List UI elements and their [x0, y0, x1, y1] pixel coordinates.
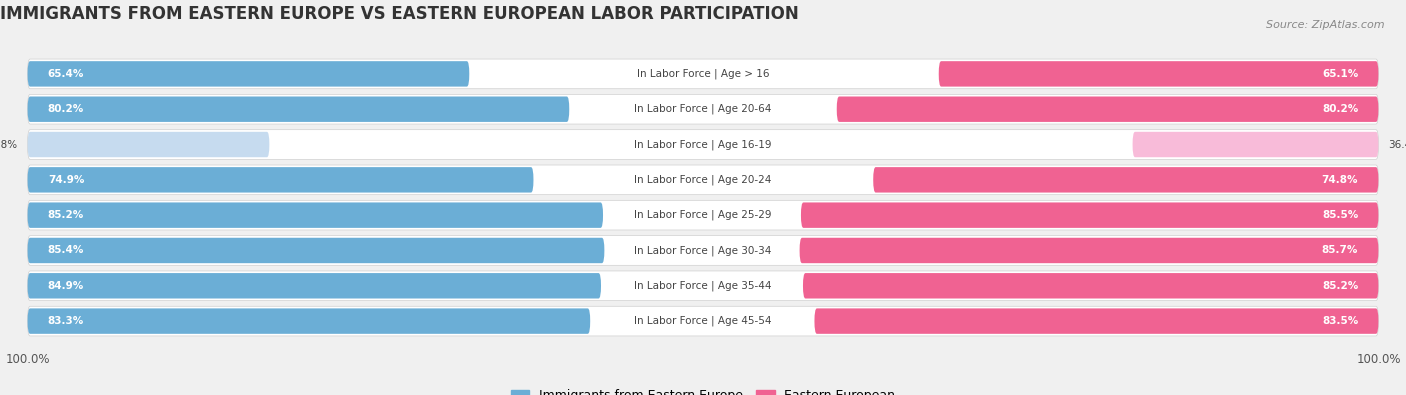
- FancyBboxPatch shape: [28, 165, 1378, 195]
- Text: 80.2%: 80.2%: [1322, 104, 1358, 114]
- FancyBboxPatch shape: [28, 200, 1378, 230]
- FancyBboxPatch shape: [28, 238, 605, 263]
- Text: 83.3%: 83.3%: [48, 316, 84, 326]
- Text: 85.4%: 85.4%: [48, 245, 84, 256]
- Text: In Labor Force | Age 16-19: In Labor Force | Age 16-19: [634, 139, 772, 150]
- Text: 80.2%: 80.2%: [48, 104, 84, 114]
- FancyBboxPatch shape: [28, 203, 603, 228]
- FancyBboxPatch shape: [28, 308, 591, 334]
- Text: In Labor Force | Age 45-54: In Labor Force | Age 45-54: [634, 316, 772, 326]
- Text: Source: ZipAtlas.com: Source: ZipAtlas.com: [1267, 20, 1385, 30]
- Text: In Labor Force | Age 25-29: In Labor Force | Age 25-29: [634, 210, 772, 220]
- FancyBboxPatch shape: [28, 59, 1378, 89]
- Text: IMMIGRANTS FROM EASTERN EUROPE VS EASTERN EUROPEAN LABOR PARTICIPATION: IMMIGRANTS FROM EASTERN EUROPE VS EASTER…: [0, 6, 799, 23]
- FancyBboxPatch shape: [28, 167, 533, 192]
- Text: In Labor Force | Age 20-24: In Labor Force | Age 20-24: [634, 175, 772, 185]
- FancyBboxPatch shape: [28, 132, 270, 157]
- Text: 65.1%: 65.1%: [1322, 69, 1358, 79]
- Text: 85.2%: 85.2%: [48, 210, 84, 220]
- FancyBboxPatch shape: [873, 167, 1378, 192]
- FancyBboxPatch shape: [803, 273, 1378, 299]
- FancyBboxPatch shape: [814, 308, 1378, 334]
- FancyBboxPatch shape: [28, 306, 1378, 336]
- Text: 84.9%: 84.9%: [48, 281, 84, 291]
- FancyBboxPatch shape: [837, 96, 1378, 122]
- FancyBboxPatch shape: [1133, 132, 1378, 157]
- Text: 83.5%: 83.5%: [1322, 316, 1358, 326]
- FancyBboxPatch shape: [28, 271, 1378, 301]
- Text: 65.4%: 65.4%: [48, 69, 84, 79]
- Text: 35.8%: 35.8%: [0, 139, 17, 150]
- Text: In Labor Force | Age 30-34: In Labor Force | Age 30-34: [634, 245, 772, 256]
- Text: 74.8%: 74.8%: [1322, 175, 1358, 185]
- Legend: Immigrants from Eastern Europe, Eastern European: Immigrants from Eastern Europe, Eastern …: [506, 384, 900, 395]
- FancyBboxPatch shape: [28, 94, 1378, 124]
- FancyBboxPatch shape: [800, 238, 1378, 263]
- Text: 85.7%: 85.7%: [1322, 245, 1358, 256]
- Text: In Labor Force | Age > 16: In Labor Force | Age > 16: [637, 69, 769, 79]
- Text: 36.4%: 36.4%: [1389, 139, 1406, 150]
- FancyBboxPatch shape: [801, 203, 1378, 228]
- Text: In Labor Force | Age 20-64: In Labor Force | Age 20-64: [634, 104, 772, 115]
- FancyBboxPatch shape: [28, 96, 569, 122]
- FancyBboxPatch shape: [939, 61, 1378, 87]
- Text: 74.9%: 74.9%: [48, 175, 84, 185]
- Text: In Labor Force | Age 35-44: In Labor Force | Age 35-44: [634, 280, 772, 291]
- Text: 85.2%: 85.2%: [1322, 281, 1358, 291]
- Text: 85.5%: 85.5%: [1322, 210, 1358, 220]
- FancyBboxPatch shape: [28, 130, 1378, 159]
- FancyBboxPatch shape: [28, 236, 1378, 265]
- FancyBboxPatch shape: [28, 273, 600, 299]
- FancyBboxPatch shape: [28, 61, 470, 87]
